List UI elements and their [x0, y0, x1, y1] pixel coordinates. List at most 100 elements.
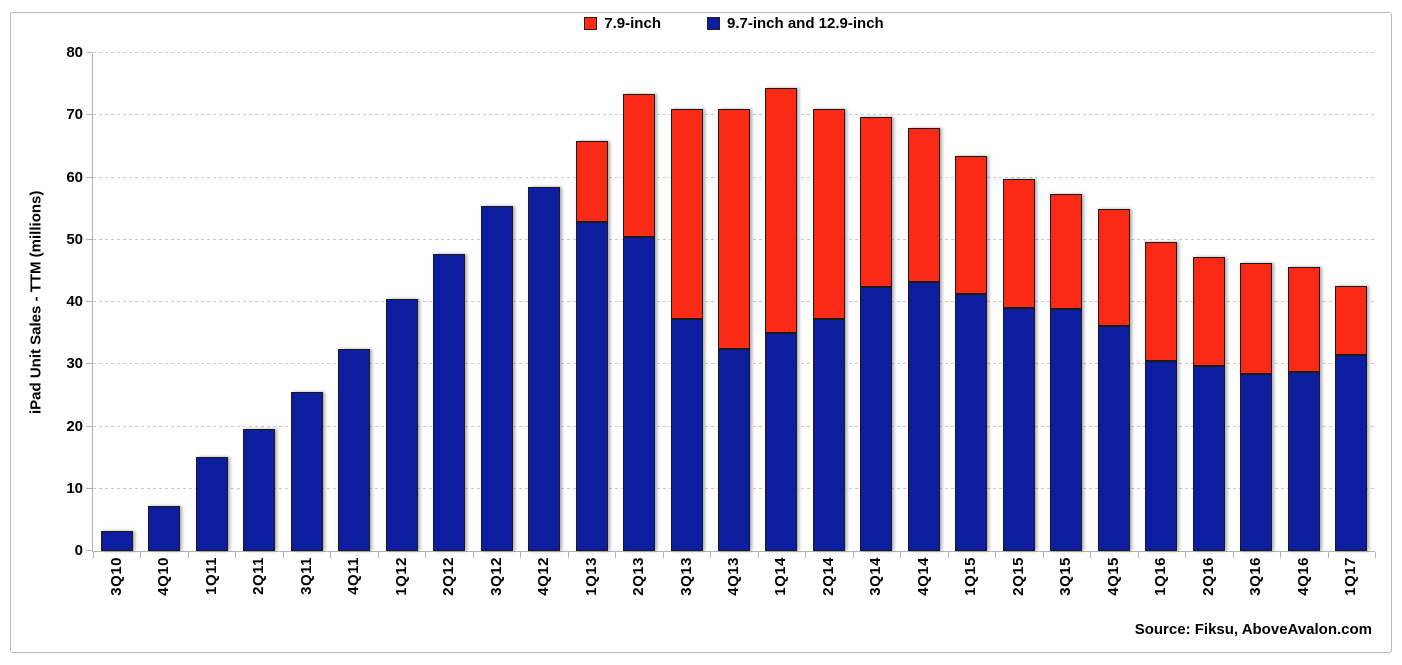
- x-axis-tick: [425, 552, 427, 558]
- bar-1q11: [195, 457, 228, 551]
- bar-3q13: [670, 109, 703, 551]
- bar-segment-7.9-inch: [1240, 263, 1273, 374]
- legend-item-9.7-inch-and-12.9-inch: 9.7-inch and 12.9-inch: [706, 15, 884, 32]
- x-axis-tick: [900, 552, 902, 558]
- x-axis-label-1q13: 1Q13: [582, 557, 600, 596]
- bar-1q12: [385, 298, 418, 551]
- x-axis-tick: [1137, 552, 1139, 558]
- x-axis-tick: [187, 552, 189, 558]
- bar-segment-9.7-inch-and-12.9-inch: [670, 319, 703, 551]
- bar-segment-9.7-inch-and-12.9-inch: [480, 206, 513, 551]
- bar-segment-9.7-inch-and-12.9-inch: [955, 293, 988, 551]
- x-axis-tick: [995, 552, 997, 558]
- bar-segment-9.7-inch-and-12.9-inch: [718, 349, 750, 551]
- x-axis-label-4q15: 4Q15: [1104, 557, 1122, 596]
- x-axis-label-3q16: 3Q16: [1247, 557, 1265, 596]
- x-axis-tick: [662, 552, 664, 558]
- y-axis-tick: [86, 487, 92, 489]
- bar-1q14: [765, 88, 798, 551]
- bar-2q14: [812, 109, 845, 551]
- bar-3q11: [290, 392, 323, 551]
- bar-segment-9.7-inch-and-12.9-inch: [1050, 309, 1083, 551]
- bar-segment-7.9-inch: [955, 156, 988, 294]
- x-axis-label-4q16: 4Q16: [1294, 557, 1312, 596]
- bar-segment-9.7-inch-and-12.9-inch: [1002, 308, 1035, 551]
- bar-segment-7.9-inch: [1192, 257, 1225, 367]
- bar-segment-7.9-inch: [765, 88, 798, 334]
- x-axis-tick: [235, 552, 237, 558]
- x-axis-label-3q15: 3Q15: [1057, 557, 1075, 596]
- x-axis-label-4q10: 4Q10: [155, 557, 173, 596]
- bar-segment-9.7-inch-and-12.9-inch: [1097, 325, 1130, 551]
- y-axis-tick: [86, 52, 92, 53]
- bar-4q11: [338, 349, 371, 551]
- y-axis-line: [92, 53, 93, 552]
- y-axis-tick: [86, 363, 92, 365]
- y-axis-tick: [86, 301, 92, 302]
- x-axis-tick: [282, 552, 284, 558]
- legend-swatch-icon: [584, 17, 598, 30]
- y-axis-tick: [86, 114, 92, 116]
- x-axis-tick: [1327, 552, 1329, 558]
- bar-2q15: [1002, 179, 1035, 551]
- bar-segment-9.7-inch-and-12.9-inch: [385, 298, 418, 551]
- y-axis-tick: [86, 425, 92, 427]
- y-axis-tick-label: 40: [66, 293, 83, 310]
- x-axis-label-4q13: 4Q13: [725, 557, 742, 596]
- bar-segment-9.7-inch-and-12.9-inch: [623, 237, 656, 551]
- x-axis-label-1q17: 1Q17: [1342, 557, 1360, 596]
- y-axis-tick-label: 0: [74, 542, 83, 559]
- x-axis-label-2q16: 2Q16: [1199, 557, 1217, 596]
- bar-segment-7.9-inch: [1145, 242, 1178, 361]
- legend-label: 9.7-inch and 12.9-inch: [726, 15, 884, 32]
- x-axis-label-3q14: 3Q14: [867, 557, 885, 596]
- bar-segment-9.7-inch-and-12.9-inch: [1240, 373, 1273, 551]
- x-axis-tick: [757, 552, 759, 558]
- y-axis-tick: [86, 238, 92, 240]
- legend-item-7.9-inch: 7.9-inch: [584, 15, 661, 32]
- bar-segment-9.7-inch-and-12.9-inch: [433, 254, 466, 551]
- bar-segment-7.9-inch: [670, 109, 703, 320]
- bar-segment-7.9-inch: [1002, 179, 1035, 309]
- x-axis-label-1q15: 1Q15: [962, 557, 980, 596]
- legend-swatch-icon: [706, 17, 720, 30]
- bar-1q15: [955, 156, 988, 551]
- x-axis-tick: [472, 552, 474, 558]
- x-axis-tick: [1185, 552, 1187, 558]
- x-axis-label-1q14: 1Q14: [772, 557, 790, 596]
- bar-segment-7.9-inch: [1097, 209, 1130, 326]
- bar-segment-9.7-inch-and-12.9-inch: [195, 457, 228, 551]
- x-axis-tick: [615, 552, 617, 558]
- x-axis-label-2q11: 2Q11: [250, 557, 268, 595]
- x-axis-tick: [852, 552, 854, 558]
- x-axis-label-3q11: 3Q11: [297, 557, 315, 595]
- bar-segment-7.9-inch: [623, 94, 656, 238]
- bar-segment-9.7-inch-and-12.9-inch: [528, 187, 561, 551]
- x-axis-tick: [330, 552, 332, 558]
- x-axis-tick: [1375, 552, 1376, 558]
- x-axis-label-1q16: 1Q16: [1152, 557, 1170, 596]
- bar-1q13: [575, 141, 608, 551]
- bar-2q12: [433, 254, 466, 551]
- bar-segment-7.9-inch: [1287, 266, 1320, 372]
- bar-3q15: [1050, 194, 1083, 551]
- bar-4q16: [1287, 266, 1320, 551]
- bar-segment-9.7-inch-and-12.9-inch: [290, 392, 323, 551]
- bar-segment-9.7-inch-and-12.9-inch: [148, 506, 181, 551]
- x-axis-tick: [93, 552, 94, 558]
- x-axis-tick: [1232, 552, 1234, 558]
- x-axis-label-2q15: 2Q15: [1009, 557, 1027, 596]
- bar-segment-9.7-inch-and-12.9-inch: [1192, 366, 1225, 551]
- y-axis-tick-label: 60: [66, 168, 83, 186]
- bar-segment-7.9-inch: [860, 117, 893, 288]
- bar-2q16: [1192, 257, 1225, 551]
- legend: 7.9-inch 9.7-inch and 12.9-inch: [93, 15, 1375, 32]
- bar-3q12: [480, 206, 513, 551]
- x-axis-label-2q13: 2Q13: [630, 557, 648, 596]
- x-axis-label-3q12: 3Q12: [487, 557, 505, 596]
- y-axis-tick-label: 20: [66, 417, 83, 435]
- bar-1q16: [1145, 242, 1178, 551]
- x-axis-label-1q12: 1Q12: [392, 557, 410, 596]
- bar-segment-9.7-inch-and-12.9-inch: [765, 333, 798, 551]
- bar-segment-7.9-inch: [575, 141, 608, 223]
